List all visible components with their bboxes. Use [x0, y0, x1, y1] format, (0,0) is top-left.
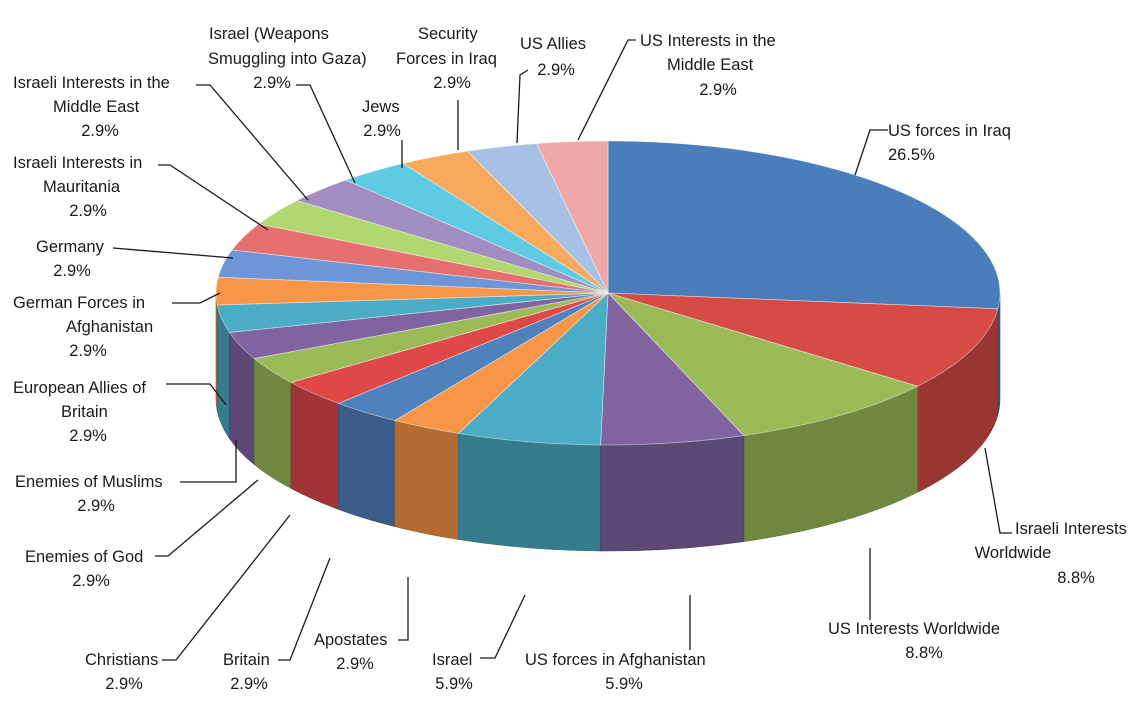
slice-label-15-line-1: Smuggling into Gaza) [208, 50, 367, 68]
slice-label-16: Jews [362, 98, 400, 116]
slice-2 [606, 292, 919, 437]
leader-line-12 [112, 247, 234, 259]
slice-pct-19: 2.9% [699, 81, 737, 99]
leader-line-8 [155, 479, 259, 557]
slice-pct-14: 2.9% [81, 122, 119, 140]
leader-line-9 [180, 440, 237, 483]
slice-pct-8: 2.9% [72, 572, 110, 590]
slice-pct-6: 2.9% [230, 675, 268, 693]
slice-pct-17: 2.9% [433, 74, 471, 92]
slice-side-0 [997, 292, 1001, 415]
slice-label-1-line-0: Israeli Interests [1015, 520, 1127, 538]
slice-label-11-line-0: German Forces in [13, 294, 145, 312]
slice-0 [607, 140, 1001, 310]
slice-pct-9: 2.9% [77, 497, 115, 515]
slice-19 [535, 140, 609, 294]
leader-line-18 [516, 69, 529, 144]
slice-label-3: US forces in Afghanistan [525, 651, 706, 669]
slice-pct-1: 8.8% [1057, 569, 1095, 587]
slice-pct-10: 2.9% [69, 427, 107, 445]
slice-label-8: Enemies of God [25, 548, 143, 566]
leader-line-1 [984, 447, 1012, 534]
slice-label-14-line-1: Middle East [53, 98, 140, 116]
slice-pct-2: 8.8% [905, 644, 943, 662]
slice-3 [600, 292, 745, 446]
slice-label-2: US Interests Worldwide [828, 620, 1000, 638]
slice-pct-16: 2.9% [363, 122, 401, 140]
slice-label-4: Israel [432, 651, 472, 669]
slice-pct-5: 2.9% [336, 655, 374, 673]
slice-side-6 [338, 402, 396, 527]
slice-pct-7: 2.9% [105, 675, 143, 693]
slice-label-13-line-0: Israeli Interests in [13, 154, 142, 172]
slice-side-5 [394, 420, 459, 540]
slice-label-14-line-0: Israeli Interests in the [13, 74, 170, 92]
slice-pct-11: 2.9% [69, 342, 107, 360]
leader-line-13 [158, 164, 269, 231]
leader-line-5 [398, 577, 409, 641]
slice-pct-3: 5.9% [605, 675, 643, 693]
slice-label-11-line-1: Afghanistan [66, 318, 153, 336]
leader-line-10 [166, 383, 227, 406]
slice-label-19-line-1: Middle East [667, 56, 754, 74]
leader-line-7 [162, 514, 291, 661]
slice-label-9: Enemies of Muslims [15, 473, 163, 491]
leader-line-4 [480, 594, 526, 659]
slice-4 [457, 292, 609, 446]
slice-label-19-line-0: US Interests in the [640, 32, 776, 50]
slice-side-4 [457, 433, 601, 552]
slice-label-6: Britain [223, 651, 270, 669]
slice-label-10-line-1: Britain [61, 403, 108, 421]
slice-pct-0: 26.5% [888, 146, 935, 164]
slice-label-5: Apostates [314, 631, 387, 649]
pie-depth-layer [215, 292, 1001, 552]
slice-pct-15: 2.9% [253, 74, 291, 92]
leader-line-6 [278, 557, 331, 661]
slice-1 [607, 292, 999, 387]
slice-label-15-line-0: Israel (Weapons [209, 25, 329, 43]
slice-label-0: US forces in Iraq [888, 122, 1011, 140]
leader-line-14 [196, 84, 309, 201]
slice-side-3 [600, 435, 745, 552]
slice-label-7: Christians [85, 651, 158, 669]
pie-top-layer [215, 140, 1001, 446]
leader-lines [112, 39, 1012, 661]
slice-pct-4: 5.9% [435, 675, 473, 693]
slice-label-10-line-0: European Allies of [13, 379, 146, 397]
leader-line-11 [172, 292, 221, 304]
slice-pct-12: 2.9% [53, 262, 91, 280]
leader-line-15 [296, 84, 356, 184]
slice-pct-13: 2.9% [69, 202, 107, 220]
slice-label-17-line-1: Forces in Iraq [396, 50, 497, 68]
slice-pct-18: 2.9% [537, 61, 575, 79]
slice-label-1-line-1: Worldwide [975, 544, 1052, 562]
slice-label-12: Germany [36, 238, 105, 256]
slice-label-18: US Allies [520, 35, 586, 53]
slice-label-17-line-0: Security [418, 25, 478, 43]
slice-side-7 [290, 381, 339, 510]
slice-labels: US forces in Iraq 26.5% Israeli Interests W… [13, 25, 1127, 693]
leader-line-0 [854, 129, 888, 176]
leader-line-19 [577, 39, 636, 141]
slice-label-13-line-1: Mauritania [43, 178, 121, 196]
